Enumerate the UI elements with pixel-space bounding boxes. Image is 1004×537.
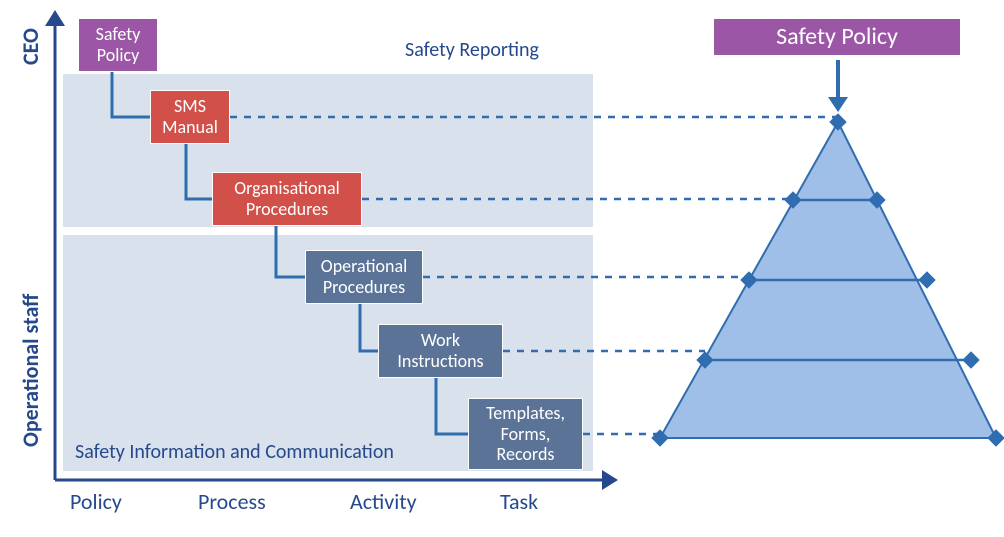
diagram-stage: Safety Policy SMS Manual Organisational Pr… [0, 0, 1004, 537]
box-work_instr: Work Instructions [378, 324, 503, 378]
pyramid-marker-right-2 [963, 352, 979, 368]
y-axis-arrow [45, 10, 65, 26]
box-safety_policy: Safety Policy [78, 18, 158, 72]
region-label-bottom: Safety Information and Communication [75, 440, 525, 464]
box-sms_manual: SMS Manual [150, 90, 230, 144]
y-axis-label-operational: Operational staff [17, 260, 44, 480]
header-arrow-head [828, 97, 848, 112]
pyramid-marker-right-1 [919, 272, 935, 288]
x-axis-label-0: Policy [70, 488, 122, 515]
box-op_proc: Operational Procedures [305, 250, 423, 304]
right-header: Safety Policy [713, 18, 961, 56]
x-axis-label-3: Task [500, 488, 538, 515]
x-axis-arrow [602, 470, 618, 490]
x-axis-label-2: Activity [350, 488, 417, 515]
x-axis-label-1: Process [198, 488, 266, 515]
y-axis-label-ceo: CEO [17, 14, 44, 80]
region-label-top: Safety Reporting [405, 38, 585, 62]
box-org_proc: Organisational Procedures [212, 172, 362, 226]
